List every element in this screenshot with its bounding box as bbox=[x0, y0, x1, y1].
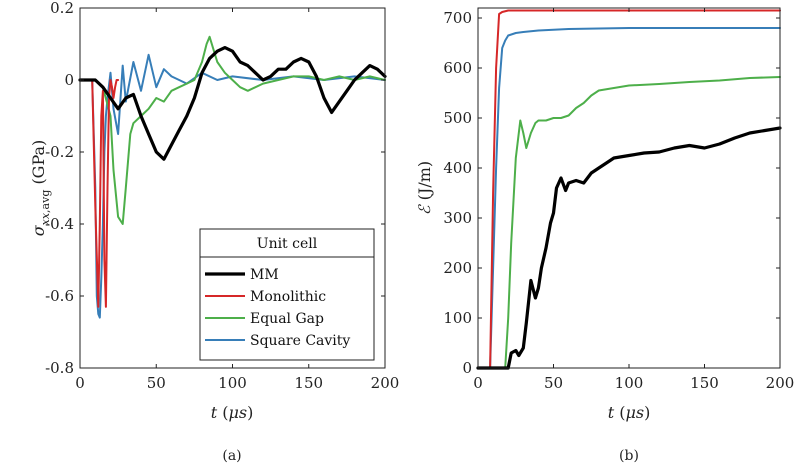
panel-a-caption: (a) bbox=[222, 448, 241, 464]
panel-b-series-group bbox=[476, 9, 782, 370]
y-tick-label: -0.4 bbox=[45, 215, 74, 233]
series-line-mm bbox=[476, 126, 782, 370]
panel-b-xticks: 0 50 100 150 200 bbox=[473, 8, 794, 392]
legend: Unit cell MM Monolithic Equal Gap Square Ca… bbox=[199, 228, 375, 361]
x-tick-label: 50 bbox=[147, 374, 166, 392]
panel-b-caption: (b) bbox=[619, 448, 639, 464]
y-tick-label: 200 bbox=[443, 259, 472, 277]
y-tick-label: 0 bbox=[462, 359, 472, 377]
x-tick-label: 150 bbox=[690, 374, 719, 392]
legend-entries: MM Monolithic Equal Gap Square Cavity bbox=[205, 267, 350, 349]
panel-a: 0 50 100 150 200 -0.8 -0.6 -0.4 -0.2 0 0.2 σxx,av… bbox=[29, 0, 399, 464]
legend-label-equal-gap: Equal Gap bbox=[250, 311, 324, 327]
series-line-equal-gap bbox=[477, 76, 781, 369]
panel-a-ylabel: σxx,avg (GPa) bbox=[29, 140, 52, 237]
x-tick-label: 0 bbox=[473, 374, 483, 392]
panel-b-ylabel: ℰ (J/m) bbox=[415, 161, 434, 215]
x-tick-label: 200 bbox=[371, 374, 400, 392]
series-line-square-cavity bbox=[79, 53, 386, 319]
panel-b-plot-area bbox=[478, 8, 780, 368]
x-tick-label: 200 bbox=[766, 374, 795, 392]
y-tick-label: 500 bbox=[443, 109, 472, 127]
y-tick-label: 300 bbox=[443, 209, 472, 227]
panel-b: 0 50 100 150 200 0 100 200 300 400 500 600 700 ℰ (J… bbox=[415, 7, 794, 464]
x-tick-label: 100 bbox=[218, 374, 247, 392]
panel-a-yticks: -0.8 -0.6 -0.4 -0.2 0 0.2 bbox=[45, 0, 385, 377]
panel-a-series-group bbox=[78, 35, 387, 319]
y-tick-label: 700 bbox=[443, 9, 472, 27]
y-tick-label: 0.2 bbox=[50, 0, 74, 17]
legend-label-monolithic: Monolithic bbox=[250, 289, 326, 305]
y-tick-label: 400 bbox=[443, 159, 472, 177]
x-tick-label: 50 bbox=[544, 374, 563, 392]
y-tick-label: -0.8 bbox=[45, 359, 74, 377]
legend-label-square-cavity: Square Cavity bbox=[250, 333, 350, 349]
panel-a-xticks: 0 50 100 150 200 bbox=[75, 8, 399, 392]
panel-a-xlabel: t (μs) bbox=[211, 403, 254, 422]
x-tick-label: 0 bbox=[75, 374, 85, 392]
series-line-mm bbox=[78, 45, 387, 161]
legend-box bbox=[199, 228, 375, 361]
legend-label-mm: MM bbox=[250, 267, 279, 283]
y-tick-label: -0.6 bbox=[45, 287, 74, 305]
series-line-monolithic bbox=[477, 9, 781, 369]
legend-title: Unit cell bbox=[257, 236, 318, 252]
panel-b-yticks: 0 100 200 300 400 500 600 700 bbox=[443, 9, 780, 377]
y-tick-label: 100 bbox=[443, 309, 472, 327]
panel-b-xlabel: t (μs) bbox=[608, 403, 651, 422]
y-tick-label: -0.2 bbox=[45, 143, 74, 161]
series-line-square-cavity bbox=[477, 27, 781, 369]
series-line-equal-gap bbox=[79, 35, 386, 225]
series-line-monolithic bbox=[79, 79, 120, 308]
y-tick-label: 0 bbox=[64, 71, 74, 89]
y-tick-label: 600 bbox=[443, 59, 472, 77]
x-tick-label: 150 bbox=[294, 374, 323, 392]
x-tick-label: 100 bbox=[615, 374, 644, 392]
